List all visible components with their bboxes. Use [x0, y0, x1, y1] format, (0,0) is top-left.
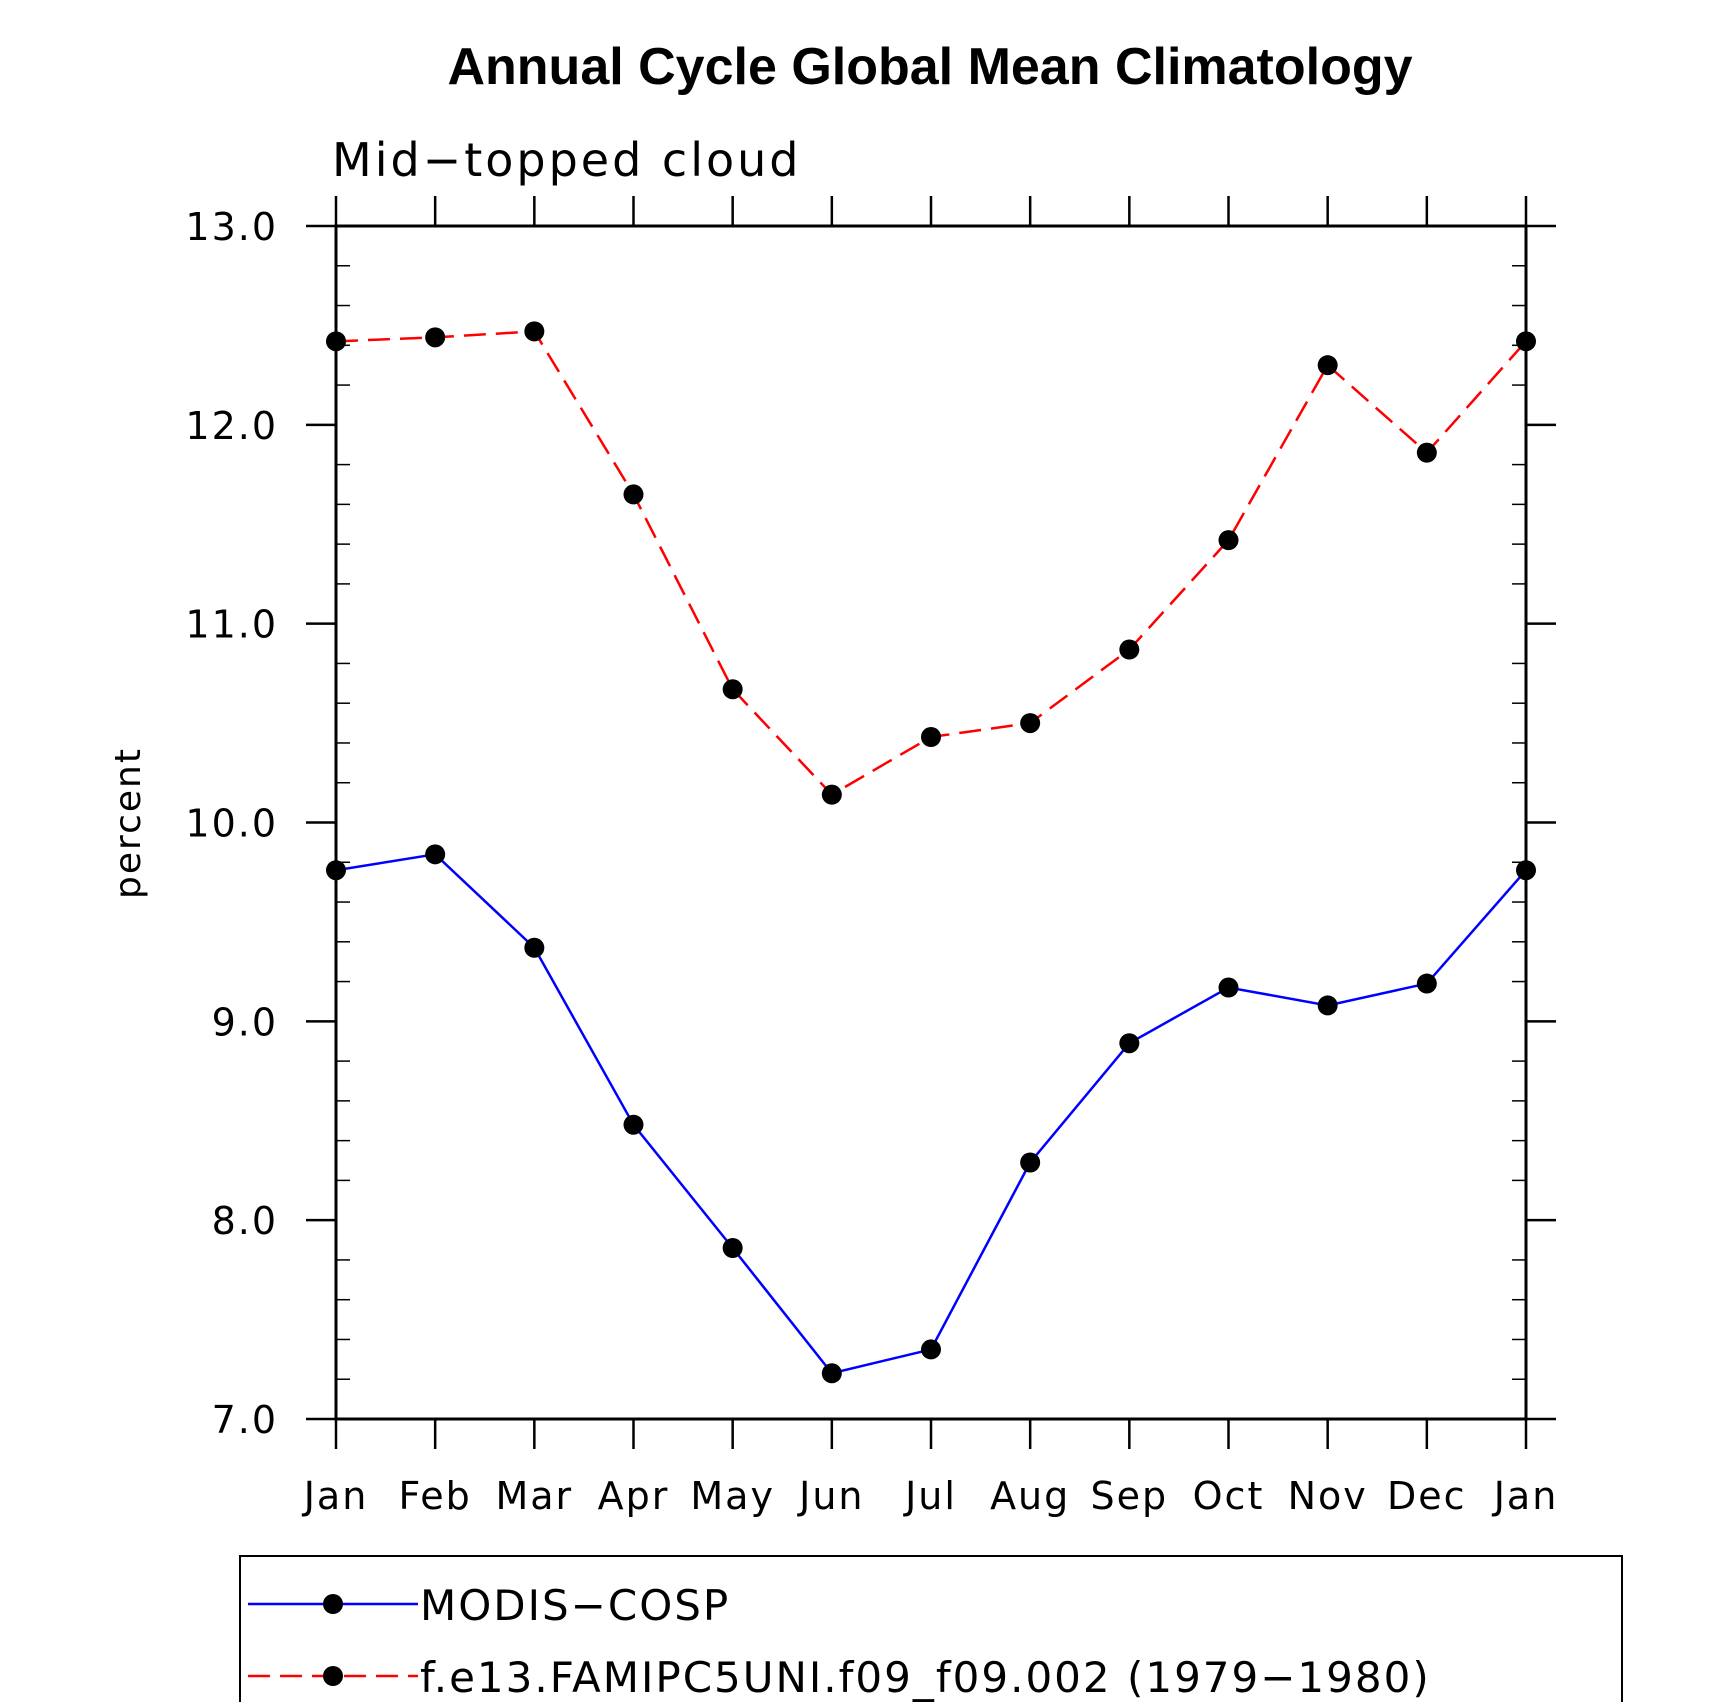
data-point-s1-8 — [1119, 639, 1140, 660]
series-line-0 — [335, 852, 1527, 1375]
y-tick-label: 8.0 — [212, 1199, 278, 1243]
chart-title: Annual Cycle Global Mean Climatology — [447, 38, 1412, 96]
data-point-s1-6 — [921, 727, 941, 748]
data-point-s0-11 — [1416, 973, 1437, 994]
data-point-s1-9 — [1218, 530, 1239, 551]
x-tick-label: Aug — [990, 1474, 1070, 1518]
x-tick-labels: Jan Feb Mar Apr May Jun Jul Aug Sep Oct Nov Dec Jan — [302, 1474, 1559, 1518]
legend-label-1: f.e13.FAMIPC5UNI.f09_f09.002 (1979−1980) — [420, 1653, 1431, 1702]
x-tick-label: Jan — [1492, 1474, 1559, 1518]
y-tick-label: 7.0 — [212, 1398, 278, 1442]
data-point-s0-10 — [1317, 995, 1338, 1016]
y-tick-label: 10.0 — [185, 802, 278, 846]
legend: MODIS−COSP f.e13.FAMIPC5UNI.f09_f09.002 (… — [239, 1555, 1623, 1702]
plot-frame — [334, 224, 1528, 1421]
series-line-1 — [335, 330, 1527, 797]
data-point-s1-5 — [821, 784, 842, 805]
x-tick-label: Dec — [1387, 1474, 1467, 1518]
y-tick-label: 11.0 — [185, 603, 278, 647]
legend-label-0: MODIS−COSP — [420, 1581, 730, 1630]
legend-box — [239, 1555, 1623, 1702]
data-point-s0-7 — [1020, 1152, 1041, 1173]
x-tick-label: Mar — [495, 1474, 573, 1518]
data-point-s0-6 — [921, 1339, 941, 1360]
chart-subtitle: Mid−topped cloud — [332, 133, 801, 187]
x-tick-label: Jan — [302, 1474, 369, 1518]
legend-marker-0 — [323, 1594, 343, 1614]
data-point-s0-5 — [821, 1363, 842, 1384]
x-tick-label: Feb — [399, 1474, 472, 1518]
legend-marker-1 — [323, 1666, 343, 1686]
series-markers — [326, 321, 1536, 1384]
y-tick-label: 9.0 — [212, 1000, 278, 1044]
x-tick-label: Apr — [598, 1474, 670, 1518]
data-point-s1-2 — [524, 321, 545, 342]
data-point-s1-11 — [1416, 442, 1437, 463]
x-tick-label: Nov — [1288, 1474, 1368, 1518]
y-tick-label: 12.0 — [185, 404, 278, 448]
data-point-s0-8 — [1119, 1033, 1140, 1054]
data-point-s1-10 — [1317, 355, 1338, 376]
x-tick-label: Jun — [797, 1474, 864, 1518]
y-axis-label: percent — [108, 747, 149, 899]
data-point-s1-7 — [1020, 713, 1041, 734]
series-lines — [335, 330, 1527, 1375]
x-tick-label: Jul — [903, 1474, 957, 1518]
y-tick-label: 13.0 — [185, 205, 278, 249]
data-point-s0-4 — [722, 1238, 743, 1259]
x-tick-label: Oct — [1193, 1474, 1265, 1518]
data-point-s0-3 — [623, 1114, 644, 1135]
axis-ticks — [306, 196, 1556, 1449]
data-point-s0-1 — [425, 844, 446, 865]
x-tick-label: May — [690, 1474, 775, 1518]
data-point-s1-1 — [425, 327, 446, 348]
data-point-s1-4 — [722, 679, 743, 700]
data-point-s0-9 — [1218, 977, 1239, 998]
y-tick-labels: 7.0 8.0 9.0 10.0 11.0 12.0 13.0 — [185, 205, 278, 1442]
data-point-s0-2 — [524, 937, 545, 958]
data-point-s1-3 — [623, 484, 644, 505]
x-tick-label: Sep — [1091, 1474, 1169, 1518]
